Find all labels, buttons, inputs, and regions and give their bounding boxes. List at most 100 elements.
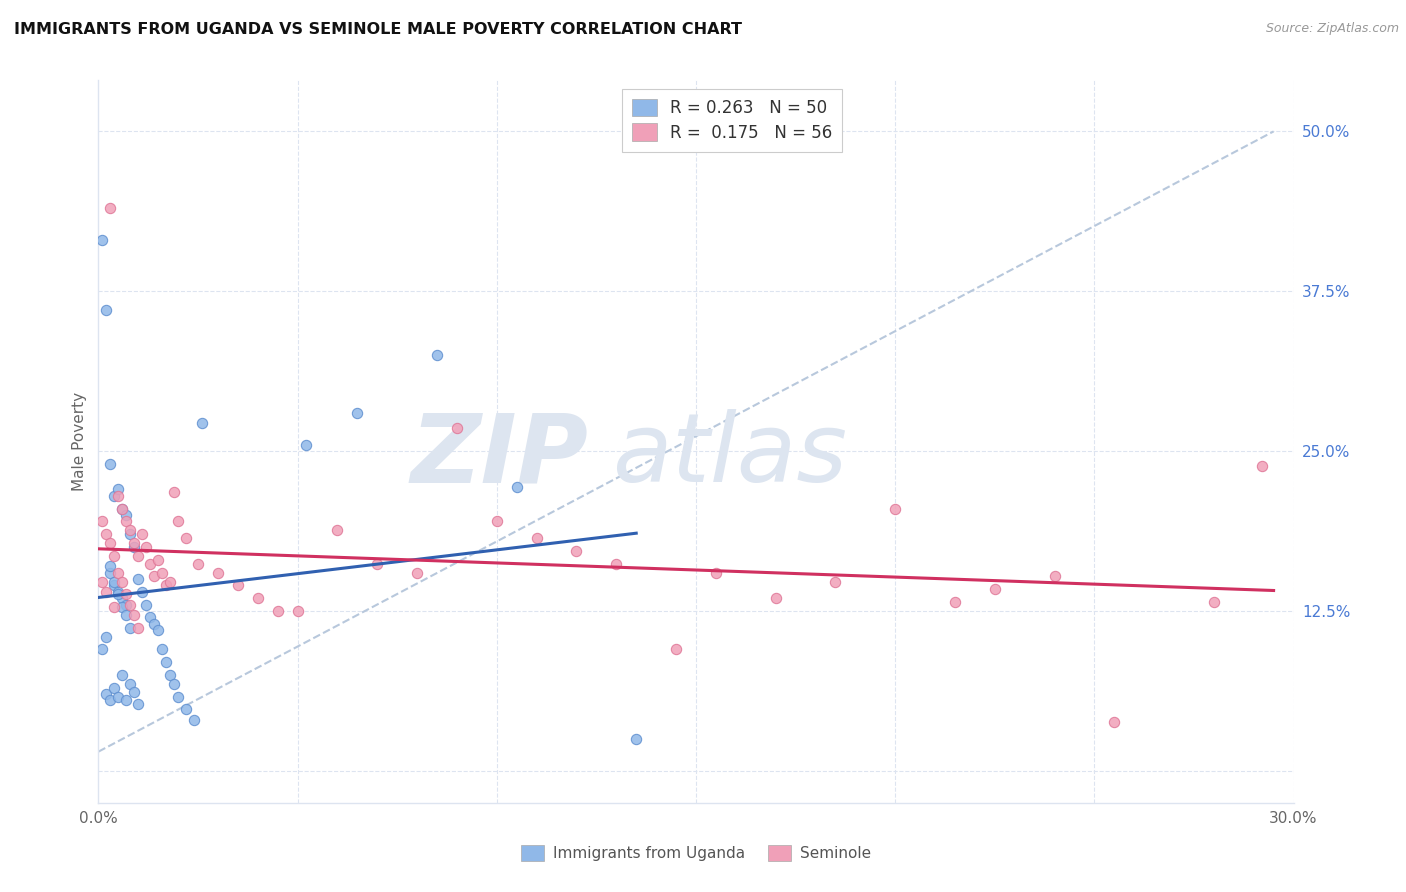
Point (120, 621, 142, 635)
Point (127, 698, 149, 712)
Point (150, 566, 173, 580)
Point (506, 480, 529, 494)
Point (704, 566, 727, 580)
Point (139, 610, 162, 624)
Point (120, 524, 142, 538)
Point (115, 587, 138, 601)
Point (131, 584, 153, 599)
Point (984, 582, 1007, 597)
Point (127, 621, 149, 635)
Point (191, 416, 214, 430)
Point (124, 607, 146, 622)
Point (366, 557, 388, 571)
Point (96, 527, 118, 541)
Point (226, 578, 249, 592)
Point (159, 668, 181, 682)
Point (98, 201, 122, 215)
Point (96, 687, 118, 701)
Point (111, 574, 134, 589)
Point (120, 527, 142, 541)
Point (1043, 569, 1066, 583)
Point (115, 515, 138, 529)
Point (115, 598, 138, 612)
Point (91, 515, 114, 529)
Point (107, 584, 129, 599)
Point (183, 713, 205, 727)
Point (107, 566, 129, 580)
Point (103, 489, 125, 503)
Point (943, 595, 966, 609)
Point (91, 233, 114, 247)
Point (124, 684, 146, 698)
Point (159, 574, 181, 589)
Point (187, 557, 209, 571)
Point (98, 559, 122, 574)
Point (120, 677, 142, 691)
Point (124, 540, 146, 554)
Point (131, 527, 153, 541)
Point (115, 607, 138, 622)
Point (294, 438, 316, 452)
Point (155, 578, 177, 592)
Point (665, 642, 688, 657)
Point (103, 578, 125, 592)
Point (626, 731, 648, 746)
Point (1250, 459, 1272, 474)
Point (115, 508, 138, 522)
Point (107, 587, 129, 601)
Point (111, 668, 134, 682)
Point (96, 630, 118, 644)
Point (163, 485, 186, 500)
Legend: Immigrants from Uganda, Seminole: Immigrants from Uganda, Seminole (515, 839, 877, 867)
Point (127, 549, 149, 563)
Point (98, 457, 122, 471)
Point (174, 531, 197, 545)
Point (111, 501, 134, 516)
Point (135, 540, 157, 554)
Point (485, 515, 508, 529)
Point (148, 553, 170, 567)
Point (135, 598, 157, 612)
Point (167, 690, 190, 704)
Point (267, 604, 290, 618)
Y-axis label: Male Poverty: Male Poverty (72, 392, 87, 491)
Point (98, 693, 122, 707)
Point (96, 584, 118, 599)
Point (111, 591, 134, 606)
Point (115, 693, 138, 707)
Point (526, 531, 548, 545)
Text: IMMIGRANTS FROM UGANDA VS SEMINOLE MALE POVERTY CORRELATION CHART: IMMIGRANTS FROM UGANDA VS SEMINOLE MALE … (14, 22, 742, 37)
Point (150, 642, 173, 657)
Point (446, 421, 468, 435)
Point (111, 600, 134, 615)
Point (326, 524, 349, 538)
Point (246, 591, 269, 606)
Point (103, 600, 125, 615)
Point (96, 303, 118, 318)
Point (103, 574, 125, 589)
Point (163, 677, 186, 691)
Point (124, 536, 146, 550)
Point (167, 515, 190, 529)
Point (98, 566, 122, 580)
Point (139, 557, 162, 571)
Text: ZIP: ZIP (411, 409, 589, 502)
Point (765, 591, 787, 606)
Point (120, 598, 142, 612)
Text: Source: ZipAtlas.com: Source: ZipAtlas.com (1265, 22, 1399, 36)
Point (1104, 715, 1126, 730)
Point (143, 616, 166, 631)
Point (824, 574, 846, 589)
Point (107, 489, 129, 503)
Point (91, 642, 114, 657)
Point (287, 604, 309, 618)
Point (103, 681, 125, 695)
Point (107, 690, 129, 704)
Point (91, 574, 114, 589)
Point (1202, 595, 1225, 609)
Point (148, 623, 170, 637)
Point (346, 406, 368, 420)
Point (207, 566, 229, 580)
Point (426, 348, 449, 362)
Point (107, 483, 129, 497)
